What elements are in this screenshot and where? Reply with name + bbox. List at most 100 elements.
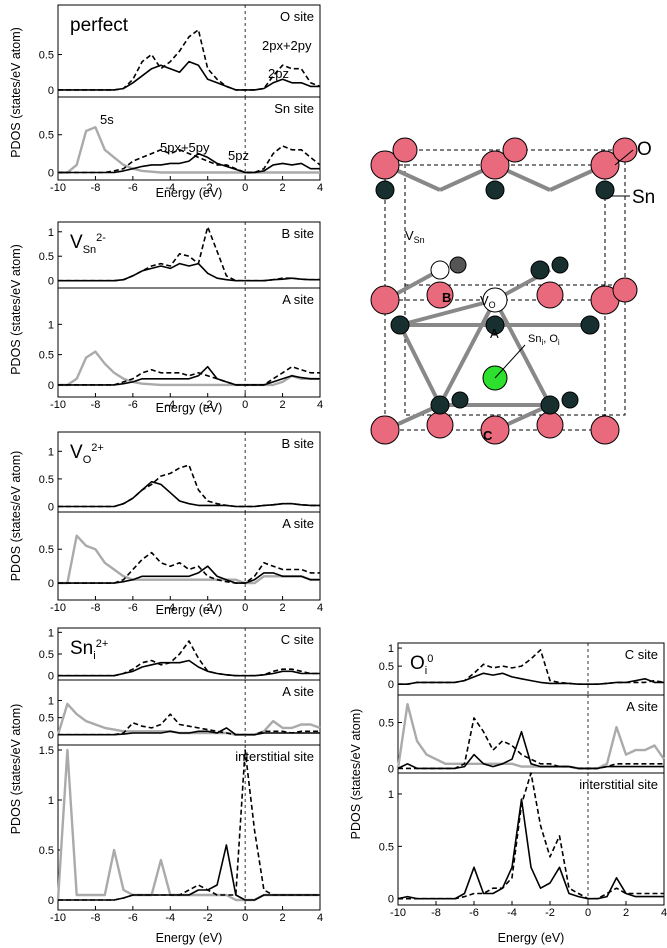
- x-tick-label: -10: [50, 399, 66, 411]
- y-tick-label: 0.5: [39, 649, 54, 661]
- x-tick-label: -6: [128, 602, 138, 614]
- x-tick-label: 4: [317, 912, 323, 924]
- x-tick-label: 4: [317, 602, 323, 614]
- series-label: 5s: [100, 112, 114, 127]
- label-part: V: [480, 293, 489, 308]
- y-tick-label: 0.5: [379, 841, 394, 853]
- x-tick-label: -6: [128, 182, 138, 194]
- label-base: O: [410, 653, 425, 674]
- x-axis-label: Energy (eV): [156, 603, 223, 617]
- y-tick-label: 0: [48, 276, 54, 288]
- series-label: 2pz: [268, 66, 289, 81]
- series-label: 5px+5py: [160, 140, 210, 155]
- label-b: B: [442, 290, 451, 305]
- y-axis-label: PDOS (states/eV atom): [349, 709, 363, 840]
- label-vsn: VSn: [405, 228, 425, 245]
- site-label: A site: [282, 684, 314, 699]
- label-base: V: [70, 232, 83, 253]
- label-a: A: [490, 326, 499, 341]
- x-axis-label: Energy (eV): [156, 186, 223, 200]
- x-tick-label: 0: [242, 602, 248, 614]
- x-tick-label: -10: [50, 182, 66, 194]
- label-base: V: [70, 442, 83, 463]
- y-tick-label: 1: [48, 446, 54, 458]
- panel-label: perfect: [70, 15, 129, 36]
- label-sub: Sn: [83, 244, 96, 256]
- y-tick-label: 0.5: [39, 350, 54, 362]
- site-label: O site: [280, 9, 314, 24]
- y-tick-label: 0.5: [39, 845, 54, 857]
- y-tick-label: 0: [48, 895, 54, 907]
- label-c: C: [483, 428, 493, 443]
- y-tick-label: 0.5: [379, 718, 394, 730]
- x-tick-label: -4: [507, 907, 517, 919]
- label-sup: 2-: [96, 232, 106, 244]
- panel-frame: [58, 745, 320, 910]
- label-base: Sn: [70, 638, 93, 659]
- y-tick-label: 0: [48, 671, 54, 683]
- y-tick-label: 0: [48, 730, 54, 742]
- pdos-curve: [398, 673, 664, 684]
- pdos-curve: [58, 728, 320, 735]
- y-axis-label: PDOS (states/eV atom): [9, 27, 23, 158]
- label-o: O: [637, 139, 652, 160]
- site-label: B site: [281, 436, 314, 451]
- x-tick-label: 0: [242, 399, 248, 411]
- panel-label: VSn2-: [70, 232, 106, 256]
- y-tick-label: 0: [48, 501, 54, 513]
- pdos-curve: [58, 661, 320, 676]
- y-tick-label: 1.5: [39, 745, 54, 757]
- x-tick-label: -6: [128, 399, 138, 411]
- x-tick-label: 2: [280, 182, 286, 194]
- y-tick-label: 0.5: [39, 50, 54, 62]
- series-label: 2px+2py: [262, 38, 312, 53]
- label-sub: i: [425, 665, 427, 677]
- figure: O Sn VSn VO A B C Sni, Oi 00.52px+2py2pz…: [0, 0, 667, 948]
- x-tick-label: -8: [91, 912, 101, 924]
- y-axis-label: PDOS (states/eV atom): [9, 451, 23, 582]
- label-part: i: [558, 338, 560, 347]
- x-tick-label: 2: [280, 602, 286, 614]
- page: {"chart_data": [ {"type": "line", "label…: [0, 0, 667, 948]
- x-tick-label: -2: [545, 907, 555, 919]
- y-tick-label: 0: [48, 85, 54, 97]
- y-tick-label: 0: [388, 679, 394, 691]
- panel-label: Oi0: [410, 653, 433, 677]
- site-label: C site: [625, 647, 658, 662]
- x-axis-label: Energy (eV): [498, 931, 565, 945]
- x-tick-label: -10: [50, 912, 66, 924]
- y-tick-label: 0: [48, 167, 54, 179]
- x-tick-label: 4: [317, 182, 323, 194]
- x-tick-label: -8: [91, 602, 101, 614]
- pdos-curve: [58, 750, 320, 900]
- label-part: V: [405, 228, 414, 243]
- y-tick-label: 1: [48, 227, 54, 239]
- x-tick-label: -8: [91, 182, 101, 194]
- y-tick-label: 1: [48, 795, 54, 807]
- pdos-curve: [58, 845, 320, 900]
- y-tick-label: 0.5: [39, 474, 54, 486]
- label-interstitial: Sni, Oi: [528, 333, 560, 347]
- site-label: Sn site: [274, 101, 314, 116]
- site-label: A site: [626, 699, 658, 714]
- pdos-curve: [58, 482, 320, 507]
- y-tick-label: 1: [48, 319, 54, 331]
- x-tick-label: 2: [280, 399, 286, 411]
- label-sn: Sn: [632, 187, 655, 208]
- y-tick-label: 0.5: [379, 661, 394, 673]
- x-tick-label: -10: [390, 907, 406, 919]
- x-tick-label: -6: [128, 912, 138, 924]
- y-tick-label: 1: [388, 789, 394, 801]
- label-part: Sn: [528, 333, 541, 345]
- label-part: O: [489, 300, 496, 310]
- x-tick-label: -2: [203, 912, 213, 924]
- y-tick-label: 0: [48, 380, 54, 392]
- panel-frame: [58, 288, 320, 397]
- panel-label: VO2+: [70, 442, 104, 466]
- site-label: interstitial site: [235, 749, 314, 764]
- x-tick-label: 0: [242, 912, 248, 924]
- y-tick-label: 0: [388, 763, 394, 775]
- y-axis-label: PDOS (states/eV atom): [9, 704, 23, 835]
- series-label: 5pz: [228, 148, 249, 163]
- x-tick-label: 0: [242, 182, 248, 194]
